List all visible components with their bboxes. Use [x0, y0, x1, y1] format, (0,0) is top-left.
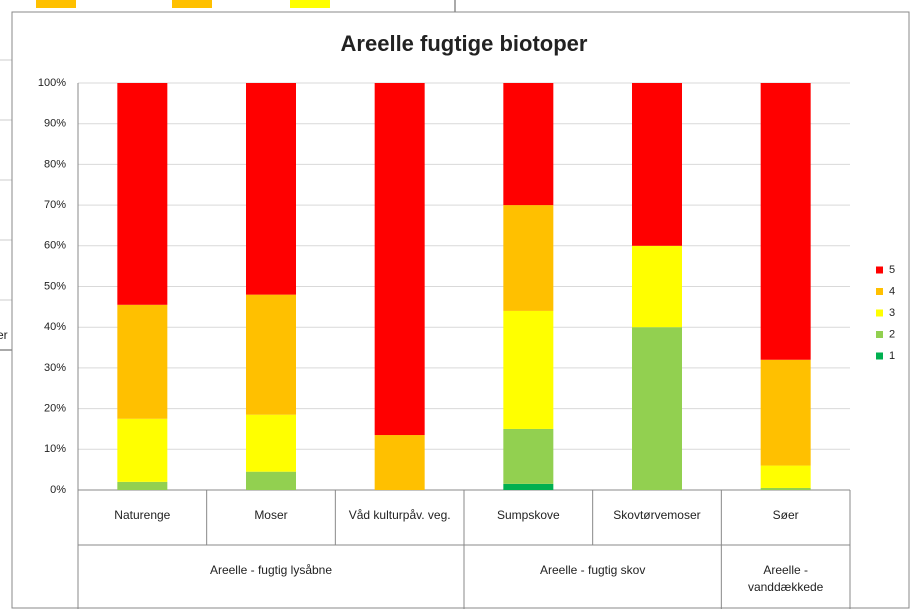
bar-segment [374, 83, 425, 436]
bar-segment [503, 83, 554, 206]
y-tick-label: 10% [44, 443, 66, 455]
bar-segment [117, 304, 168, 419]
bar-segment [760, 487, 811, 490]
bar-segment [246, 294, 296, 415]
y-tick-label: 60% [44, 240, 66, 252]
bar-segment [503, 310, 554, 429]
bar-segment [246, 83, 296, 295]
bar-segment [632, 83, 682, 246]
bar-segment [503, 483, 554, 490]
legend-swatch [876, 352, 883, 360]
legend-swatch [876, 309, 883, 317]
bar-segment [760, 465, 811, 488]
bar-segment [503, 205, 554, 311]
bar-segment [632, 327, 682, 490]
y-tick-label: 0% [50, 484, 66, 496]
legend-label: 5 [889, 264, 895, 276]
bar-segment [374, 435, 425, 490]
legend-label: 3 [889, 307, 895, 319]
bar-segment [246, 471, 296, 490]
y-tick-label: 30% [44, 362, 66, 374]
y-tick-label: 100% [38, 77, 66, 89]
y-tick-label: 20% [44, 403, 66, 415]
legend-swatch [876, 331, 883, 338]
bar-segment [760, 359, 811, 466]
legend-label: 1 [889, 350, 895, 362]
group-label: Areelle - fugtig skov [539, 563, 646, 577]
x-tick-label: Naturenge [114, 508, 171, 522]
legend-label: 4 [889, 285, 895, 297]
x-tick-label: Skovtørvemoser [613, 508, 701, 522]
sheet-cell [290, 0, 330, 8]
y-tick-label: 50% [44, 280, 66, 292]
bar-segment [503, 428, 554, 484]
bar-segment [632, 245, 682, 328]
legend-label: 2 [889, 328, 895, 340]
bar-segment [117, 418, 168, 482]
x-tick-label: Våd kulturpåv. veg. [348, 508, 451, 522]
bar-segment [760, 83, 811, 360]
sheet-text: er [0, 328, 8, 342]
x-tick-label: Søer [772, 508, 799, 522]
bar-segment [117, 481, 168, 490]
x-tick-label: Sumpskove [496, 508, 560, 522]
bar-segment [246, 414, 296, 472]
group-label: Areelle - fugtig lysåbne [209, 563, 333, 577]
y-tick-label: 40% [44, 321, 66, 333]
sheet-cell [172, 0, 212, 8]
chart-title: Areelle fugtige biotoper [341, 31, 588, 56]
y-tick-label: 70% [44, 199, 66, 211]
bar-segment [117, 83, 168, 305]
y-tick-label: 90% [44, 118, 66, 130]
sheet-cell [36, 0, 76, 8]
group-label: Areelle - vanddækkede [747, 563, 824, 594]
legend-swatch [876, 266, 883, 274]
y-tick-label: 80% [44, 158, 66, 170]
legend-swatch [876, 288, 883, 295]
x-tick-label: Moser [254, 508, 288, 522]
